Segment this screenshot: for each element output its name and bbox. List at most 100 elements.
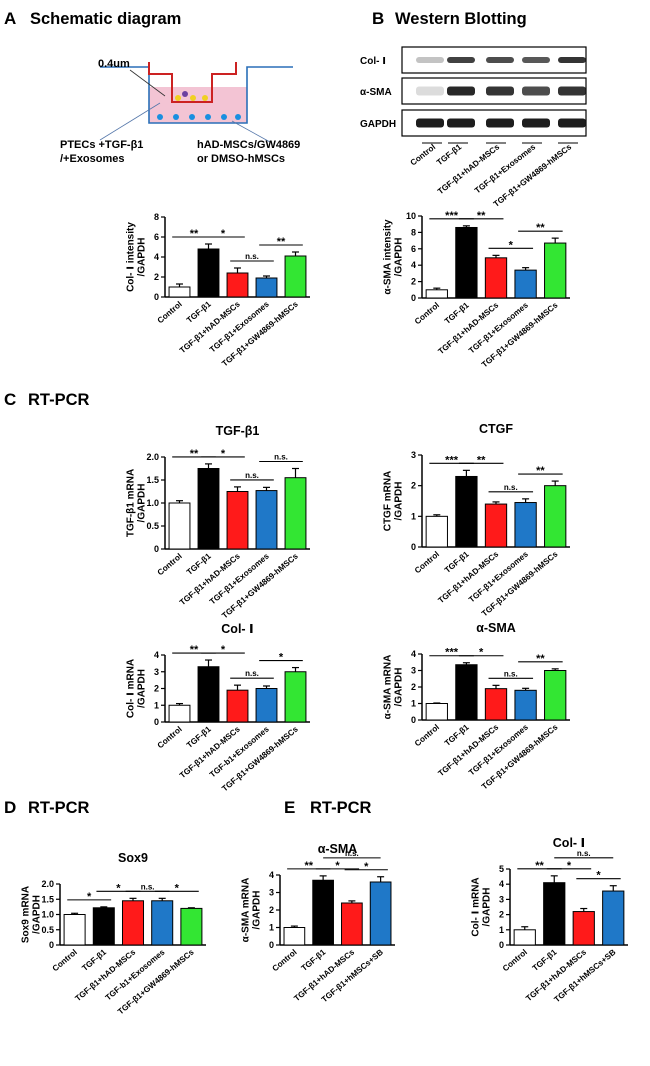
significance-label: n.s.	[504, 483, 518, 492]
bar-control	[425, 289, 448, 299]
significance-label: ***	[445, 210, 459, 222]
y-axis-title-line: Col- Ⅰ mRNA	[126, 659, 137, 718]
category-label-control: Control	[156, 725, 184, 751]
bar-tgf-1-exosomes	[514, 269, 537, 299]
chart-title: Col- Ⅰ	[553, 836, 585, 850]
bar-control	[425, 703, 448, 721]
y-tick-label: 0	[269, 940, 274, 950]
blot-band-col1-lane-5	[558, 57, 586, 63]
significance-label: ***	[445, 454, 459, 466]
y-axis-title: Col- Ⅰ intensity/GAPDH	[126, 222, 148, 292]
y-tick-label: 0	[154, 717, 159, 727]
bar-tgf-1-gw4869-hmscs	[284, 255, 307, 298]
y-tick-label: 2	[411, 682, 416, 692]
y-tick-label: 8	[411, 227, 416, 237]
blot-band-gapdh-lane-2	[447, 118, 475, 128]
y-tick-label: 0	[49, 940, 54, 950]
significance-label: *	[279, 652, 284, 664]
y-axis-title-line: Col- Ⅰ intensity	[126, 222, 137, 292]
upper-chamber-label-line2: /+Exosomes	[60, 153, 125, 165]
transwell-insert-outline	[148, 62, 237, 103]
blot-band-gapdh-lane-5	[558, 118, 586, 128]
y-axis-title-line: α-SMA intensity	[383, 219, 394, 295]
significance-label: **	[190, 448, 199, 460]
significance-label: **	[190, 644, 199, 656]
y-tick-label: 4	[154, 252, 159, 262]
blot-band-col1-lane-4	[522, 57, 550, 63]
significance-label: n.s.	[274, 453, 288, 462]
y-axis-title: CTGF mRNA/GAPDH	[383, 471, 405, 532]
bar-tgf-1-gw4869-hmscs	[544, 670, 567, 721]
blot-band-asma-lane-2	[447, 86, 475, 96]
bar-control	[63, 914, 86, 946]
y-axis-title-line: TGF-β1 mRNA	[126, 469, 137, 537]
pore-size-label: 0.4um	[98, 58, 130, 70]
ptec-cell-icon	[190, 95, 196, 101]
y-tick-label: 6	[154, 232, 159, 242]
transwell-schematic: 0.4um PTECs +TGF-β1 /+Exosomes hAD-MSCs/…	[60, 58, 300, 165]
y-tick-label: 1.0	[41, 910, 54, 920]
y-axis-title: Col- Ⅰ mRNA/GAPDH	[126, 659, 148, 718]
chart-title: CTGF	[479, 422, 513, 436]
bar-control	[168, 286, 191, 298]
category-label-control: Control	[51, 948, 79, 974]
panel-a-title: Schematic diagram	[30, 10, 181, 28]
bar-control	[283, 927, 306, 946]
lower-chamber-pointer	[231, 120, 271, 143]
y-axis-title-line: /GAPDH	[394, 238, 405, 277]
significance-label: **	[190, 228, 199, 240]
category-label-tgf-1: TGF-β1	[443, 300, 471, 326]
bar-tgf-1-had-mscs	[484, 688, 508, 721]
significance-label: n.s.	[245, 471, 259, 480]
panel-d-title: RT-PCR	[28, 799, 90, 817]
y-tick-label: 1	[411, 699, 416, 709]
significance-label: *	[221, 228, 226, 240]
y-axis-title-line: α-SMA mRNA	[383, 655, 394, 720]
blot-band-asma-lane-5	[558, 86, 586, 96]
msc-cell-icon	[205, 114, 211, 120]
y-tick-label: 0.5	[146, 521, 159, 531]
y-axis-title-line: α-SMA mRNA	[241, 878, 252, 943]
y-tick-label: 2	[411, 481, 416, 491]
category-label-control: Control	[413, 550, 441, 576]
chart-title: α-SMA	[318, 842, 358, 856]
charts-layer: 0 2 4 6 8 Col- Ⅰ intensity/GAPDH Control TGF-β1…	[21, 210, 628, 1016]
y-tick-label: 4	[154, 650, 159, 660]
y-tick-label: 1.5	[41, 894, 54, 904]
y-tick-label: 4	[411, 649, 416, 659]
significance-label: n.s.	[141, 882, 155, 891]
y-tick-label: 6	[411, 244, 416, 254]
y-tick-label: 2	[154, 272, 159, 282]
significance-label: n.s.	[577, 849, 591, 858]
y-tick-label: 1	[411, 511, 416, 521]
y-axis-title-line: /GAPDH	[137, 484, 148, 523]
significance-label: *	[221, 644, 226, 656]
y-axis-title-line: /GAPDH	[482, 888, 493, 927]
bar-tgf-1	[455, 664, 478, 721]
y-axis-title-line: Sox9 mRNA	[21, 886, 32, 943]
bar-tgf-1-exosomes	[514, 502, 537, 548]
bar-tgf-1-had-mscs	[572, 911, 595, 946]
y-tick-label: 0	[411, 715, 416, 725]
y-tick-label: 3	[154, 667, 159, 677]
blot-bands	[416, 57, 586, 128]
bar-tgf-1	[455, 475, 478, 548]
y-tick-label: 4	[499, 879, 504, 889]
y-axis-title-line: /GAPDH	[137, 238, 148, 277]
blot-lane-labels: ControlTGF-β1TGF-β1+hAD-MSCsTGF-β1+Exoso…	[409, 142, 578, 209]
bar-tgf-1-exosomes	[255, 490, 278, 550]
y-tick-label: 2.0	[41, 879, 54, 889]
bar-control	[168, 502, 191, 550]
chart-title: Col- Ⅰ	[221, 622, 253, 636]
y-tick-label: 2	[411, 277, 416, 287]
msc-cell-icon	[173, 114, 179, 120]
y-axis-title-line: /GAPDH	[137, 669, 148, 708]
lower-chamber-label-line1: hAD-MSCs/GW4869	[197, 139, 300, 151]
ptec-cell-icon	[175, 95, 181, 101]
y-tick-label: 0	[499, 940, 504, 950]
y-axis-title: Sox9 mRNA/GAPDH	[21, 886, 43, 943]
